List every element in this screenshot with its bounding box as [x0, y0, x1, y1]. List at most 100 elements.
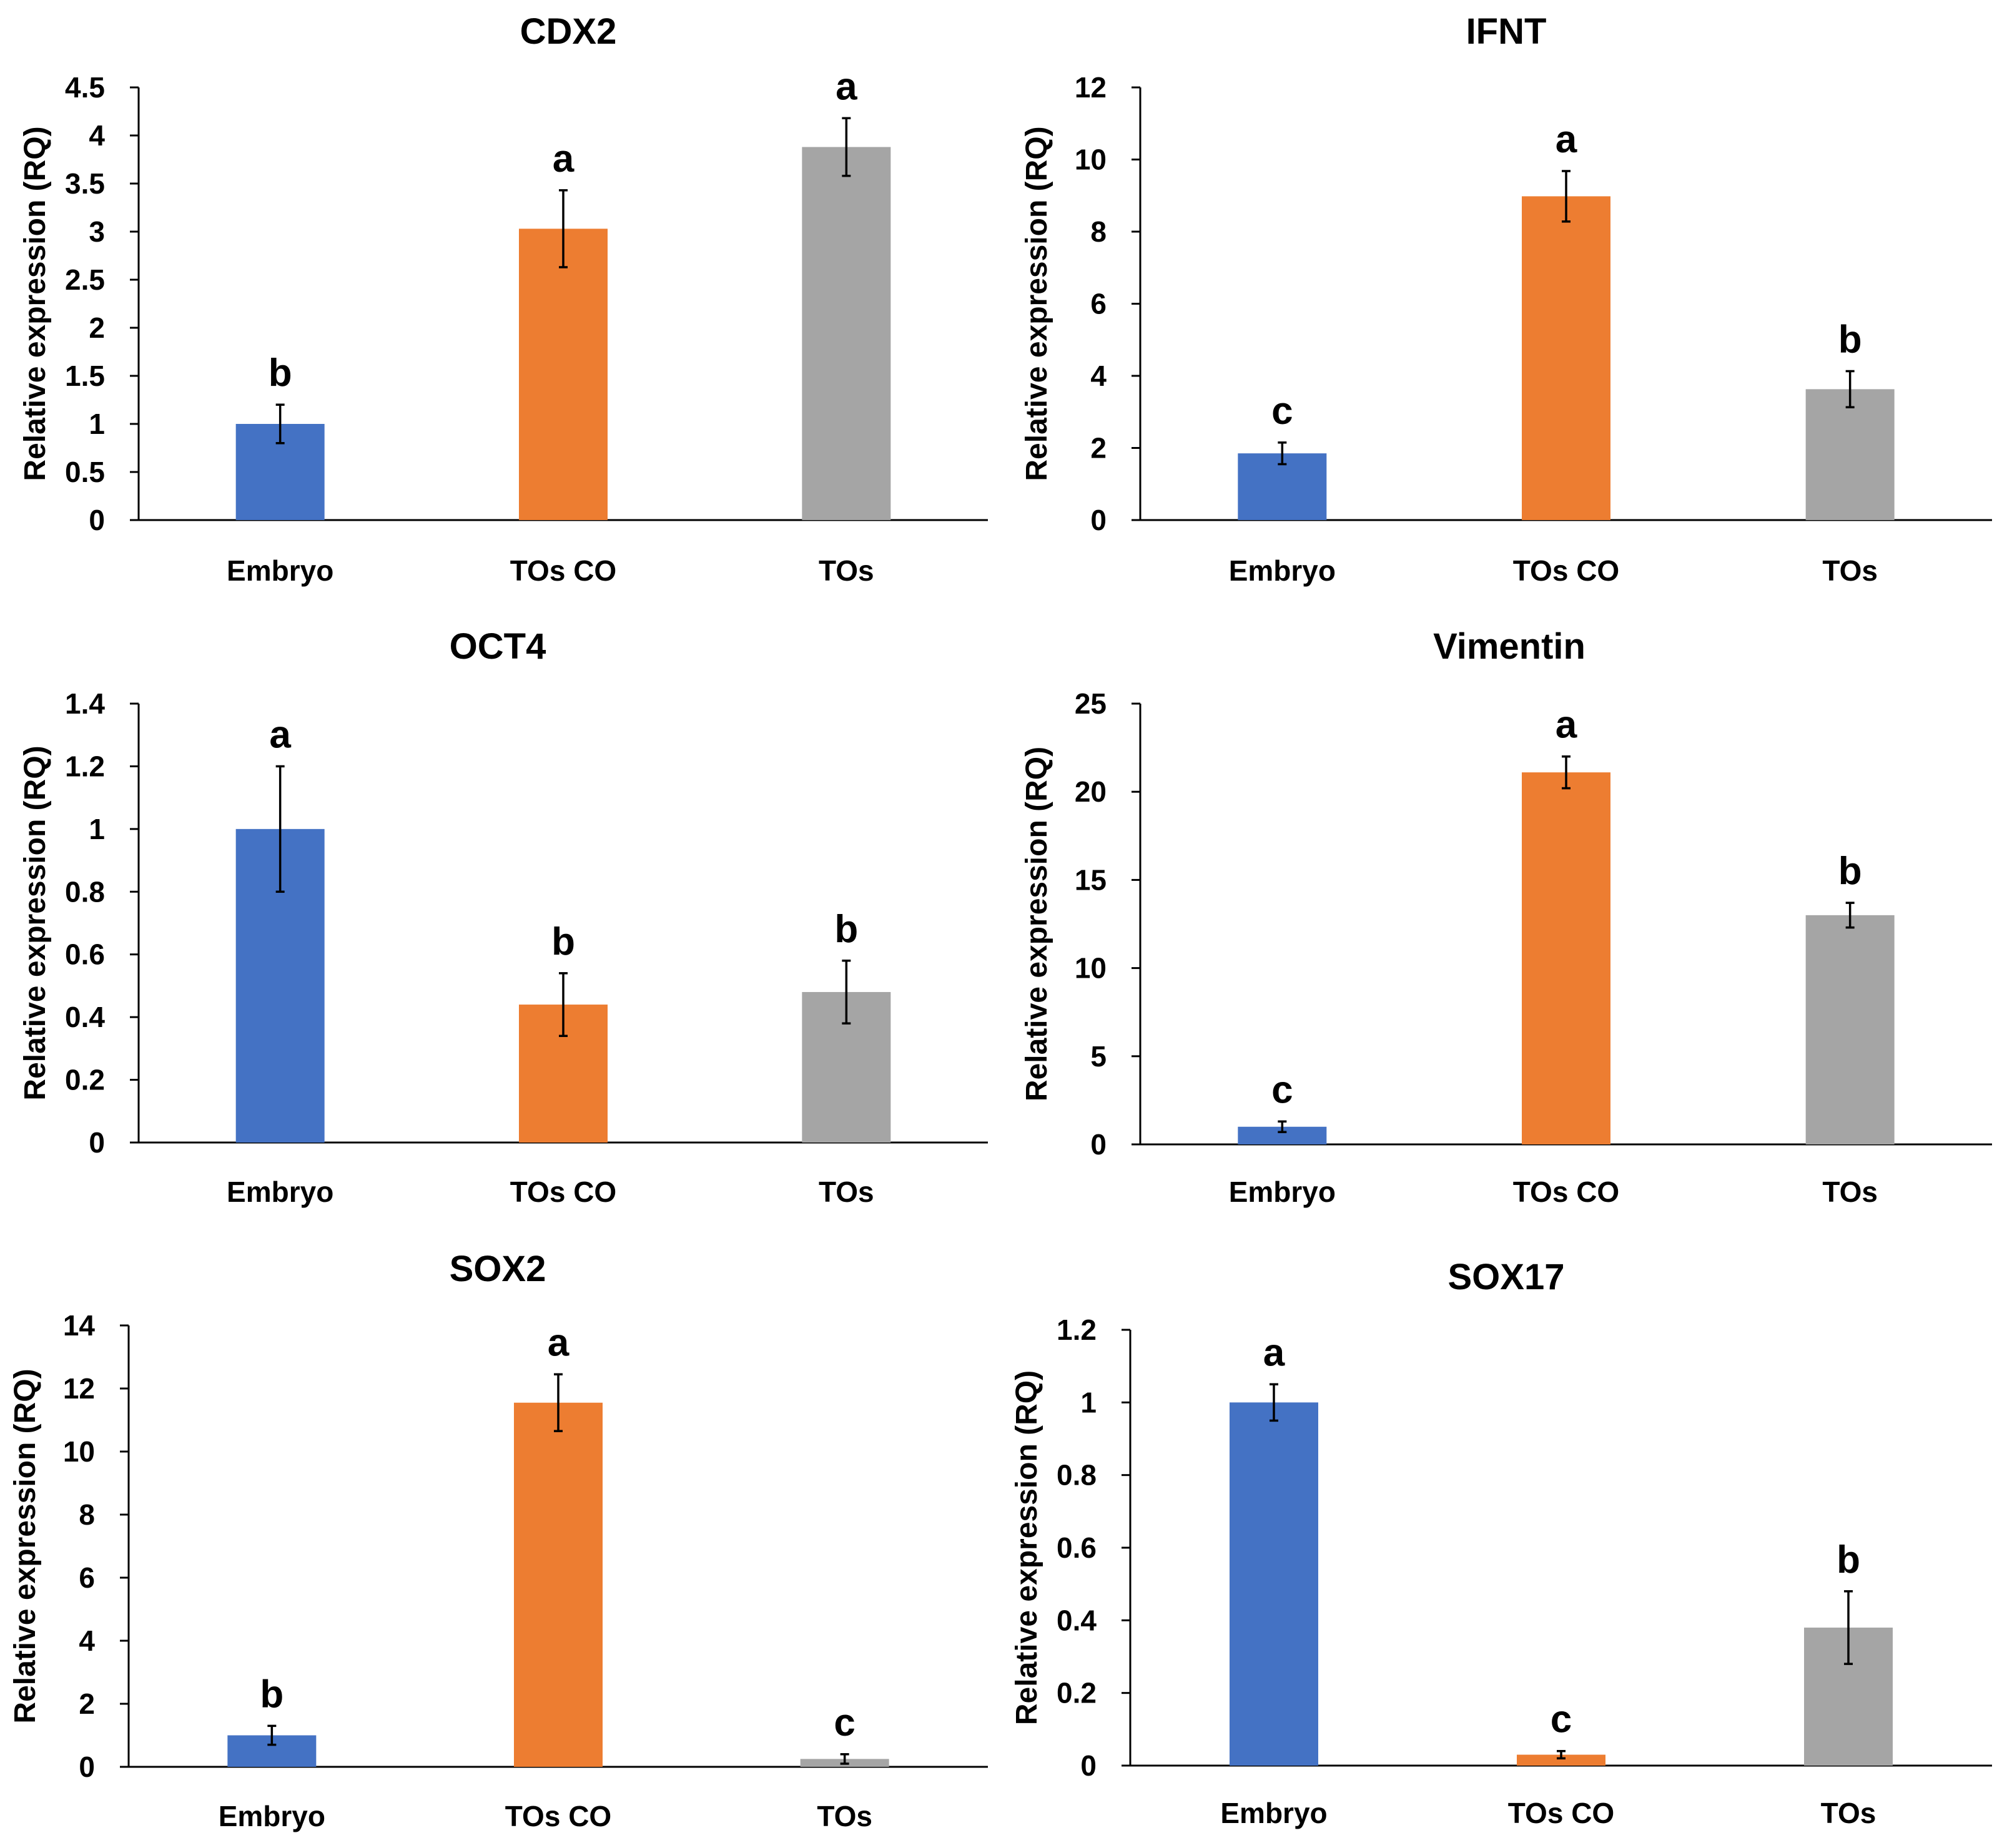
- cdx2-y-tick-label: 3: [89, 215, 105, 248]
- sox2-significance-letter-embryo: b: [260, 1673, 284, 1716]
- oct4-y-tick-label: 0.4: [65, 1001, 105, 1033]
- vimentin-y-axis-label: Relative expression (RQ): [1020, 747, 1053, 1101]
- sox2-y-tick-label: 14: [63, 1309, 96, 1342]
- cdx2-category-label-tos-co: TOs CO: [510, 554, 616, 587]
- sox2-category-label-tos-co: TOs CO: [505, 1800, 611, 1832]
- oct4-y-tick-label: 0.6: [65, 938, 105, 971]
- oct4-significance-letter-embryo: a: [269, 713, 291, 756]
- oct4-y-tick-label: 1: [89, 813, 105, 845]
- ifnt-y-axis-label: Relative expression (RQ): [1020, 126, 1053, 481]
- oct4-category-label-tos-co: TOs CO: [510, 1176, 616, 1208]
- sox17-category-label-tos-co: TOs CO: [1508, 1797, 1614, 1829]
- ifnt-y-tick-label: 12: [1075, 71, 1107, 104]
- sox2-significance-letter-tos: c: [834, 1701, 855, 1744]
- cdx2-y-tick-label: 2: [89, 312, 105, 344]
- sox17-y-tick-label: 1.2: [1057, 1314, 1097, 1346]
- ifnt-y-tick-label: 6: [1090, 288, 1107, 320]
- ifnt-chart-title: IFNT: [1466, 11, 1547, 52]
- sox17-y-tick-label: 0.6: [1057, 1531, 1097, 1564]
- vimentin-significance-letter-tos: b: [1838, 850, 1862, 893]
- vimentin-significance-letter-embryo: c: [1271, 1068, 1293, 1111]
- sox17-y-tick-label: 0.2: [1057, 1677, 1097, 1709]
- sox17-y-tick-label: 0.8: [1057, 1459, 1097, 1492]
- sox17-y-axis-label: Relative expression (RQ): [1010, 1370, 1043, 1725]
- oct4-y-tick-label: 1.2: [65, 750, 105, 782]
- sox2-y-tick-label: 2: [79, 1688, 95, 1720]
- sox2-bar-tos-co: [514, 1402, 603, 1767]
- sox17-significance-letter-embryo: a: [1263, 1331, 1285, 1374]
- oct4-category-label-embryo: Embryo: [227, 1176, 333, 1208]
- vimentin-category-label-tos-co: TOs CO: [1513, 1176, 1619, 1208]
- sox2-chart-title: SOX2: [450, 1249, 546, 1289]
- ifnt-bar-tos-co: [1522, 196, 1610, 520]
- ifnt-category-label-embryo: Embryo: [1229, 554, 1336, 587]
- sox17-significance-letter-tos: b: [1837, 1538, 1860, 1581]
- cdx2-y-tick-label: 3.5: [65, 167, 105, 200]
- vimentin-bar-tos: [1805, 915, 1895, 1144]
- vimentin-y-tick-label: 20: [1075, 775, 1107, 808]
- cdx2-bar-tos-co: [519, 229, 608, 520]
- sox2-y-axis-label: Relative expression (RQ): [9, 1369, 42, 1723]
- sox2-y-tick-label: 0: [79, 1751, 95, 1783]
- cdx2-y-tick-label: 1: [89, 408, 105, 440]
- cdx2-y-tick-label: 1.5: [65, 360, 105, 392]
- oct4-significance-letter-tos: b: [834, 908, 858, 951]
- sox2-category-label-embryo: Embryo: [219, 1800, 325, 1832]
- sox2-category-label-tos: TOs: [817, 1800, 872, 1832]
- vimentin-y-tick-label: 5: [1090, 1040, 1107, 1073]
- cdx2-y-tick-label: 2.5: [65, 263, 105, 296]
- ifnt-bar-tos: [1805, 389, 1895, 520]
- vimentin-y-tick-label: 15: [1075, 863, 1107, 896]
- sox17-y-tick-label: 0.4: [1057, 1604, 1097, 1636]
- cdx2-chart-title: CDX2: [520, 11, 617, 52]
- sox17-chart-title: SOX17: [1448, 1257, 1565, 1297]
- ifnt-significance-letter-embryo: c: [1271, 390, 1293, 433]
- vimentin-y-tick-label: 25: [1075, 687, 1107, 720]
- vimentin-chart-title: Vimentin: [1433, 626, 1585, 667]
- sox2-y-tick-label: 10: [63, 1435, 95, 1468]
- vimentin-bar-tos-co: [1522, 772, 1610, 1144]
- oct4-y-tick-label: 0: [89, 1126, 105, 1159]
- ifnt-category-label-tos-co: TOs CO: [1513, 554, 1619, 587]
- vimentin-category-label-tos: TOs: [1822, 1176, 1878, 1208]
- ifnt-y-tick-label: 10: [1075, 144, 1107, 176]
- cdx2-category-label-tos: TOs: [819, 554, 874, 587]
- sox17-y-tick-label: 1: [1080, 1386, 1097, 1418]
- sox2-significance-letter-tos-co: a: [548, 1321, 570, 1364]
- ifnt-category-label-tos: TOs: [1822, 554, 1878, 587]
- cdx2-y-tick-label: 0.5: [65, 456, 105, 488]
- cdx2-y-tick-label: 4.5: [65, 71, 105, 104]
- cdx2-significance-letter-tos: a: [836, 65, 857, 108]
- sox17-y-tick-label: 0: [1080, 1749, 1097, 1782]
- ifnt-y-tick-label: 4: [1090, 360, 1107, 392]
- ifnt-y-tick-label: 0: [1090, 504, 1107, 536]
- cdx2-y-tick-label: 0: [89, 504, 105, 536]
- oct4-chart-title: OCT4: [450, 626, 546, 667]
- ifnt-significance-letter-tos-co: a: [1556, 118, 1577, 161]
- sox17-significance-letter-tos-co: c: [1551, 1698, 1572, 1741]
- sox17-category-label-embryo: Embryo: [1220, 1797, 1327, 1829]
- cdx2-category-label-embryo: Embryo: [227, 554, 333, 587]
- oct4-y-tick-label: 1.4: [65, 687, 105, 720]
- oct4-category-label-tos: TOs: [819, 1176, 874, 1208]
- ifnt-significance-letter-tos: b: [1838, 318, 1862, 361]
- vimentin-y-tick-label: 10: [1075, 952, 1107, 985]
- cdx2-significance-letter-tos-co: a: [553, 137, 575, 180]
- sox2-y-tick-label: 8: [79, 1498, 95, 1531]
- sox17-category-label-tos: TOs: [1821, 1797, 1876, 1829]
- sox2-y-tick-label: 12: [63, 1372, 95, 1405]
- cdx2-bar-tos: [802, 147, 891, 521]
- oct4-significance-letter-tos-co: b: [551, 920, 575, 963]
- ifnt-y-tick-label: 8: [1090, 215, 1107, 248]
- vimentin-category-label-embryo: Embryo: [1229, 1176, 1336, 1208]
- oct4-y-tick-label: 0.2: [65, 1064, 105, 1096]
- vimentin-y-tick-label: 0: [1090, 1128, 1107, 1161]
- vimentin-significance-letter-tos-co: a: [1556, 704, 1577, 747]
- ifnt-y-tick-label: 2: [1090, 432, 1107, 464]
- cdx2-significance-letter-embryo: b: [269, 351, 292, 395]
- sox17-bar-tos-co: [1517, 1754, 1605, 1766]
- oct4-y-tick-label: 0.8: [65, 875, 105, 908]
- sox2-y-tick-label: 6: [79, 1561, 95, 1594]
